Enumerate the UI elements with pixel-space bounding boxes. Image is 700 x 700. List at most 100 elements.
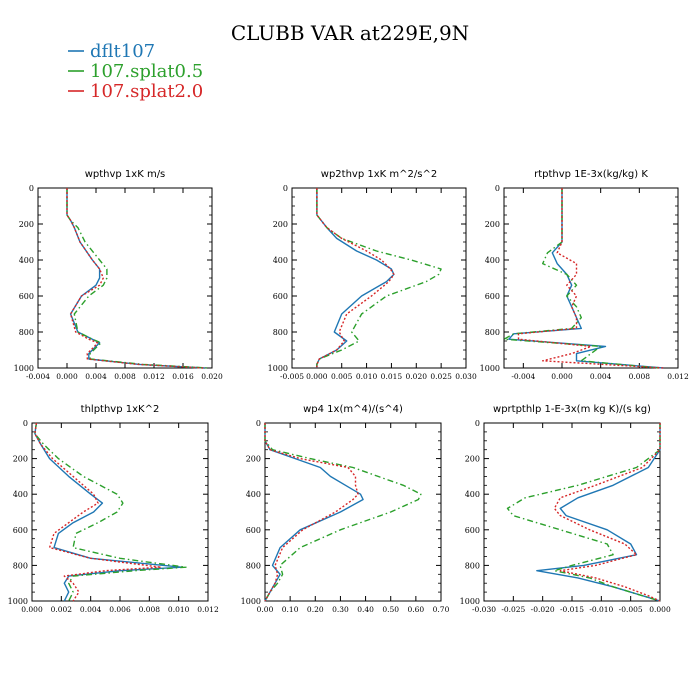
x-tick-label-0-5: 0.016 — [172, 372, 194, 381]
panel-frame-1 — [291, 187, 467, 369]
y-tick-label-3-1: 200 — [13, 455, 28, 464]
y-tick-label-1-2: 400 — [273, 256, 288, 265]
y-tick-label-2-1: 200 — [485, 220, 500, 229]
x-tick-label-1-6: 0.025 — [430, 372, 452, 381]
x-tick-label-2-3: 0.008 — [629, 372, 651, 381]
series-line-3-1 — [34, 422, 187, 602]
y-tick-label-1-5: 1000 — [268, 364, 288, 373]
y-tick-label-2-4: 800 — [485, 328, 500, 337]
x-tick-label-0-4: 0.012 — [143, 372, 165, 381]
series-line-4-2 — [264, 423, 359, 602]
x-tick-label-1-3: 0.010 — [356, 372, 378, 381]
series-line-0-1 — [66, 188, 209, 369]
panel-frame-3 — [31, 422, 209, 602]
legend-label-0: dflt107 — [90, 41, 155, 62]
panel-title-0: wpthvp 1xK m/s — [85, 169, 166, 180]
x-tick-label-1-4: 0.015 — [381, 372, 403, 381]
y-tick-label-4-3: 600 — [246, 526, 261, 535]
series-line-0-0 — [66, 188, 205, 369]
x-tick-label-5-6: 0.000 — [649, 605, 671, 614]
x-tick-label-5-1: -0.025 — [501, 605, 525, 614]
y-tick-label-5-4: 800 — [465, 561, 480, 570]
series-line-2-0 — [508, 188, 664, 369]
panel-frame-0 — [37, 187, 213, 369]
x-tick-label-3-2: 0.004 — [80, 605, 102, 614]
y-tick-label-3-3: 600 — [13, 526, 28, 535]
x-tick-label-4-5: 0.50 — [382, 605, 399, 614]
y-tick-label-1-0: 0 — [283, 184, 288, 193]
y-tick-label-4-4: 800 — [246, 561, 261, 570]
y-tick-label-0-0: 0 — [29, 184, 34, 193]
x-tick-label-5-0: -0.030 — [472, 605, 496, 614]
x-tick-label-4-7: 0.70 — [433, 605, 450, 614]
x-tick-label-3-5: 0.010 — [168, 605, 190, 614]
y-tick-label-5-5: 1000 — [460, 597, 480, 606]
x-tick-label-0-6: 0.020 — [201, 372, 223, 381]
panel-title-3: thlpthvp 1xK^2 — [81, 404, 160, 415]
series-line-3-0 — [34, 422, 183, 602]
x-tick-label-1-5: 0.020 — [406, 372, 428, 381]
series-line-2-2 — [517, 188, 664, 369]
y-tick-label-1-4: 800 — [273, 328, 288, 337]
y-tick-label-0-4: 800 — [19, 328, 34, 337]
panel-5: wprtpthlp 1-E-3x(m kg K)/(s kg) 0 200 400 60… — [460, 404, 671, 614]
x-tick-label-2-0: -0.004 — [511, 372, 535, 381]
panel-title-4: wp4 1x(m^4)/(s^4) — [303, 404, 403, 415]
y-tick-label-1-3: 600 — [273, 292, 288, 301]
x-tick-label-1-1: 0.000 — [306, 372, 328, 381]
series-line-5-2 — [553, 423, 661, 602]
series-line-5-0 — [536, 423, 661, 602]
x-tick-label-4-1: 0.10 — [282, 605, 299, 614]
x-tick-label-0-2: 0.004 — [85, 372, 107, 381]
series-line-4-1 — [264, 423, 422, 602]
x-tick-label-3-1: 0.002 — [51, 605, 73, 614]
y-tick-label-5-3: 600 — [465, 526, 480, 535]
y-tick-label-4-1: 200 — [246, 455, 261, 464]
series-line-2-1 — [503, 188, 659, 369]
panel-2: rtpthvp 1E-3x(kg/kg) K 0 200 400 600 800 1000 -… — [480, 169, 689, 381]
series-line-3-2 — [34, 422, 162, 602]
y-tick-label-0-5: 1000 — [14, 364, 34, 373]
x-tick-label-2-2: 0.004 — [590, 372, 612, 381]
x-tick-label-0-3: 0.008 — [114, 372, 136, 381]
x-tick-label-3-0: 0.000 — [21, 605, 43, 614]
x-tick-label-5-2: -0.020 — [531, 605, 555, 614]
y-tick-label-3-0: 0 — [23, 419, 28, 428]
series-line-0-2 — [66, 188, 204, 369]
y-tick-label-4-2: 400 — [246, 490, 261, 499]
legend-label-1: 107.splat0.5 — [90, 61, 203, 82]
x-tick-label-5-3: -0.015 — [560, 605, 584, 614]
x-tick-label-1-2: 0.005 — [331, 372, 353, 381]
y-tick-label-2-0: 0 — [495, 184, 500, 193]
y-tick-label-2-3: 600 — [485, 292, 500, 301]
y-tick-label-0-1: 200 — [19, 220, 34, 229]
series-line-1-2 — [316, 188, 395, 368]
y-tick-label-5-0: 0 — [475, 419, 480, 428]
panel-0: wpthvp 1xK m/s 0 200 400 600 800 1000-0.004 0.0… — [14, 169, 223, 381]
y-tick-label-2-5: 1000 — [480, 364, 500, 373]
series-line-1-0 — [316, 188, 395, 368]
y-tick-label-4-5: 1000 — [241, 597, 261, 606]
y-tick-label-1-1: 200 — [273, 220, 288, 229]
y-tick-label-3-4: 800 — [13, 561, 28, 570]
x-tick-label-0-0: -0.004 — [26, 372, 50, 381]
legend-label-2: 107.splat2.0 — [90, 81, 203, 102]
y-tick-label-5-2: 400 — [465, 490, 480, 499]
x-tick-label-0-1: 0.000 — [56, 372, 78, 381]
y-tick-label-5-1: 200 — [465, 455, 480, 464]
y-tick-label-0-3: 600 — [19, 292, 34, 301]
y-tick-label-0-2: 400 — [19, 256, 34, 265]
series-line-5-1 — [506, 423, 661, 602]
y-tick-label-4-0: 0 — [256, 419, 261, 428]
figure-title: CLUBB VAR at229E,9N — [231, 21, 469, 45]
x-tick-label-3-6: 0.012 — [197, 605, 219, 614]
panel-frame-5 — [483, 422, 661, 602]
panel-title-5: wprtpthlp 1-E-3x(m kg K)/(s kg) — [493, 404, 651, 415]
x-tick-label-5-4: -0.010 — [589, 605, 613, 614]
x-tick-label-3-4: 0.008 — [139, 605, 161, 614]
